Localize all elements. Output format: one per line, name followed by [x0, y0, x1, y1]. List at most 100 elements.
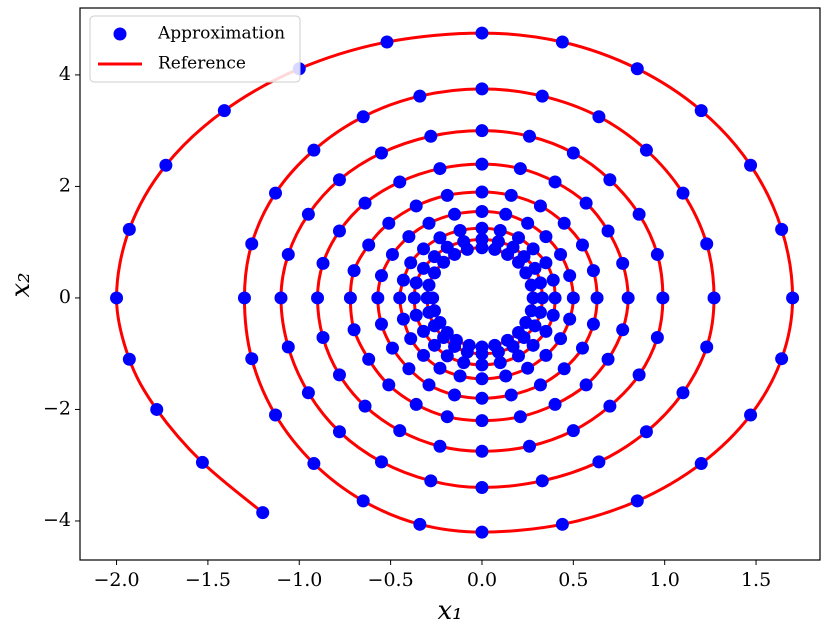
x-tick-label: 1.5: [741, 569, 771, 591]
point: [512, 326, 526, 340]
point: [332, 173, 346, 187]
point: [301, 207, 315, 221]
point: [501, 247, 515, 261]
y-tick-label: −4: [43, 509, 71, 531]
point: [404, 256, 418, 270]
point: [499, 207, 513, 221]
point: [535, 291, 549, 305]
point: [433, 361, 447, 375]
point: [417, 324, 431, 338]
point: [475, 444, 489, 458]
point: [579, 196, 593, 210]
point: [548, 291, 562, 305]
point: [396, 273, 410, 287]
point: [385, 341, 399, 355]
point: [548, 397, 562, 411]
point: [493, 356, 507, 370]
point: [475, 241, 489, 255]
x-tick-label: −1.5: [185, 569, 231, 591]
point: [533, 378, 547, 392]
plot-frame: [79, 7, 821, 561]
point: [554, 332, 568, 346]
point: [475, 525, 489, 539]
point: [409, 397, 423, 411]
point: [402, 230, 416, 244]
point: [274, 291, 288, 305]
point: [700, 237, 714, 251]
point: [453, 369, 467, 383]
point: [694, 457, 708, 471]
point: [601, 224, 615, 238]
y-tick-label: 2: [59, 174, 71, 196]
point: [563, 269, 577, 283]
point: [122, 352, 136, 366]
point: [639, 425, 653, 439]
plot-area: [110, 26, 800, 539]
point: [269, 408, 283, 422]
point: [380, 35, 394, 49]
point: [744, 158, 758, 172]
point: [694, 104, 708, 118]
point: [440, 188, 454, 202]
point: [460, 242, 474, 256]
point: [448, 207, 462, 221]
point: [546, 308, 560, 322]
point: [382, 216, 396, 230]
point: [417, 348, 431, 362]
point: [440, 326, 454, 340]
point: [504, 188, 518, 202]
point: [522, 129, 536, 143]
point: [616, 323, 630, 337]
point: [592, 455, 606, 469]
point: [110, 291, 124, 305]
point: [407, 291, 421, 305]
point: [409, 276, 423, 290]
point: [427, 304, 441, 318]
point: [592, 110, 606, 124]
point: [217, 104, 231, 118]
point: [453, 223, 467, 237]
point: [404, 332, 418, 346]
point: [393, 175, 407, 189]
point: [358, 196, 372, 210]
point: [554, 247, 568, 261]
point: [616, 256, 630, 270]
point: [393, 424, 407, 438]
point: [501, 333, 515, 347]
point: [281, 247, 295, 261]
point: [744, 408, 758, 422]
point: [409, 199, 423, 213]
point: [385, 247, 399, 261]
y-tick-label: −2: [43, 397, 71, 419]
point: [539, 324, 553, 338]
point: [475, 391, 489, 405]
point: [374, 317, 388, 331]
point: [566, 291, 580, 305]
point: [522, 439, 536, 453]
point: [526, 338, 540, 352]
point: [413, 89, 427, 103]
legend-marker: [113, 27, 127, 41]
x-tick-label: −2.0: [93, 569, 139, 591]
point: [424, 474, 438, 488]
point: [396, 312, 410, 326]
point: [316, 331, 330, 345]
point: [269, 186, 283, 200]
point: [347, 323, 361, 337]
point: [526, 291, 540, 305]
point: [539, 230, 553, 244]
point: [656, 291, 670, 305]
point: [575, 238, 589, 252]
point: [356, 494, 370, 508]
point: [311, 291, 325, 305]
point: [603, 399, 617, 413]
point: [433, 439, 447, 453]
point: [402, 362, 416, 376]
point: [775, 222, 789, 236]
point: [440, 349, 454, 363]
point: [499, 369, 513, 383]
point: [539, 256, 553, 270]
point: [775, 352, 789, 366]
point: [707, 291, 721, 305]
